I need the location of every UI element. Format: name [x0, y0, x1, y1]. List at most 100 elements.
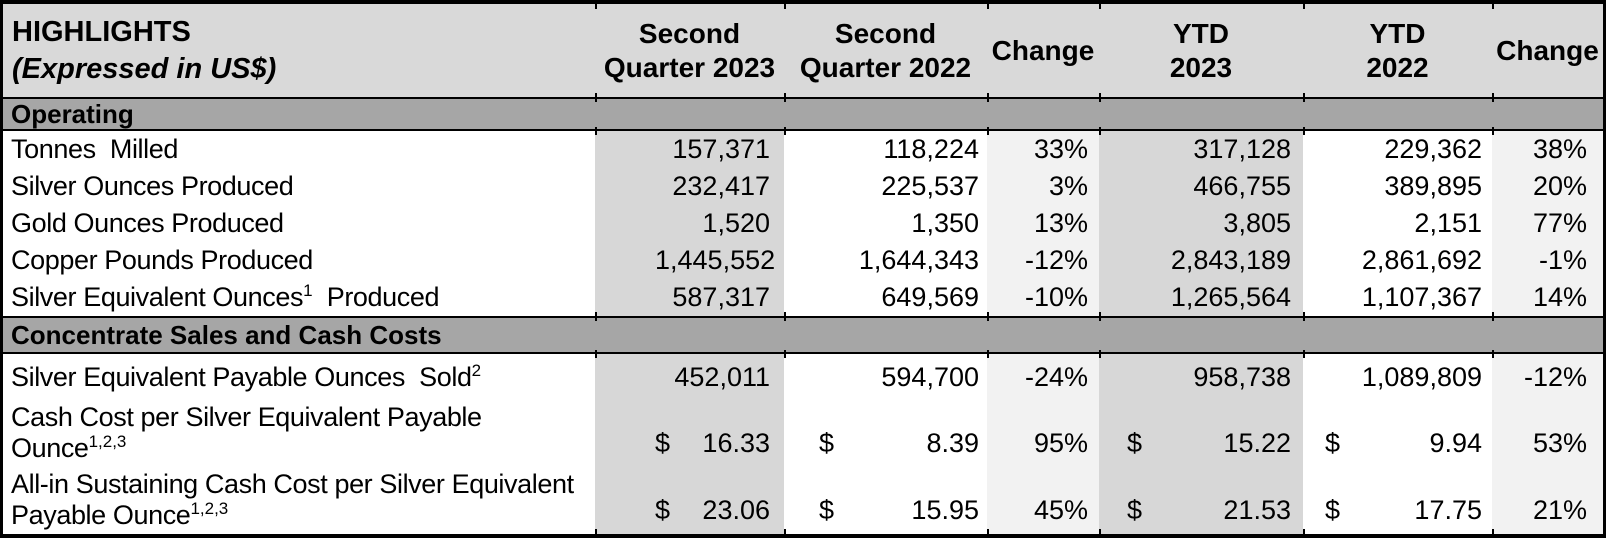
footnote-superscript: 1 — [303, 281, 313, 300]
row-label: Silver Ounces Produced — [11, 171, 294, 201]
gridline-tick — [987, 350, 989, 358]
column-header-change-q2: Change — [987, 34, 1099, 68]
section-label: Concentrate Sales and Cash Costs — [11, 319, 442, 350]
cell-value: 45% — [1033, 495, 1088, 525]
cell-value: 587,317 — [672, 282, 770, 312]
gridline-tick — [1099, 93, 1101, 102]
cell-value: -12% — [1523, 361, 1587, 392]
cell-value: 53% — [1532, 428, 1587, 458]
ytd-2023-cell: 1,265,564 — [1099, 279, 1303, 316]
ytd-2023-cell: 2,843,189 — [1099, 242, 1303, 279]
change-q2-cell: -10% — [987, 279, 1099, 316]
q2-2022-cell: 594,700 — [784, 354, 987, 400]
column-header-text: YTD — [1369, 17, 1426, 49]
gridline-tick — [987, 529, 989, 534]
gridline-tick — [1303, 4, 1305, 9]
cell-value: -12% — [1024, 245, 1088, 275]
table-row: Silver Equivalent Ounces1 Produced 587,31… — [3, 279, 1603, 316]
dollar-sign: $ — [1325, 495, 1341, 525]
cell-value: 594,700 — [881, 361, 979, 392]
q2-2022-cell: $15.95 — [784, 467, 987, 534]
gridline-tick — [987, 4, 989, 9]
q2-2022-cell: 1,644,343 — [784, 242, 987, 279]
cell-value: 14% — [1532, 282, 1587, 312]
gridline-tick — [1099, 529, 1101, 534]
cell-value: 2,843,189 — [1170, 245, 1291, 275]
row-label: Tonnes Milled — [11, 134, 178, 164]
gridline-tick — [784, 350, 786, 358]
cell-value: 1,107,367 — [1361, 282, 1482, 312]
section-label: Operating — [11, 98, 134, 129]
change-ytd-cell: 53% — [1492, 400, 1603, 467]
gridline-tick — [784, 4, 786, 9]
column-header-q2-2022: Second Quarter 2022 — [784, 17, 987, 85]
q2-2023-cell: $16.33 — [595, 400, 784, 467]
table-body: Operating Tonnes Milled 157,371 118,224 33% 3… — [3, 97, 1603, 534]
ytd-2022-cell: 1,107,367 — [1303, 279, 1492, 316]
ytd-2023-cell: $21.53 — [1099, 467, 1303, 534]
gridline-tick — [1099, 350, 1101, 358]
cell-value: -10% — [1024, 282, 1088, 312]
row-label: Copper Pounds Produced — [11, 245, 313, 275]
gridline-tick — [595, 127, 597, 135]
q2-2022-cell: 118,224 — [784, 131, 987, 168]
gridline-tick — [784, 93, 786, 102]
cell-value: 38% — [1532, 134, 1587, 164]
section-header-concentrate-sales-and-cash-costs: Concentrate Sales and Cash Costs — [3, 316, 1603, 354]
change-ytd-cell: 77% — [1492, 205, 1603, 242]
q2-2022-cell: 1,350 — [784, 205, 987, 242]
cell-value: 1,644,343 — [858, 245, 979, 275]
gridline-tick — [595, 350, 597, 358]
change-q2-cell: 95% — [987, 400, 1099, 467]
q2-2023-cell: 587,317 — [595, 279, 784, 316]
column-header-text: YTD — [1173, 17, 1229, 49]
ytd-2022-cell: 389,895 — [1303, 168, 1492, 205]
footnote-superscript: 1,2,3 — [190, 499, 229, 518]
q2-2023-cell: $23.06 — [595, 467, 784, 534]
ytd-2022-cell: 2,151 — [1303, 205, 1492, 242]
gridline-tick — [1492, 529, 1494, 534]
ytd-2023-cell: 317,128 — [1099, 131, 1303, 168]
table-row: Tonnes Milled 157,371 118,224 33% 317,128 229… — [3, 131, 1603, 168]
dollar-sign: $ — [1325, 428, 1341, 458]
gridline-tick — [987, 93, 989, 102]
ytd-2022-cell: 1,089,809 — [1303, 354, 1492, 400]
cell-value: 157,371 — [672, 134, 770, 164]
gridline-tick — [1303, 350, 1305, 358]
cell-value: 1,520 — [702, 208, 770, 238]
gridline-tick — [1492, 350, 1494, 358]
cell-value: 21.53 — [1223, 495, 1291, 525]
cell-value: 229,362 — [1384, 134, 1482, 164]
cell-value: 118,224 — [883, 134, 979, 164]
row-label: Silver Equivalent Payable Ounces Sold2 — [11, 360, 482, 392]
header-row: HIGHLIGHTS (Expressed in US$) Second Quar… — [3, 4, 1603, 97]
cell-value: 466,755 — [1193, 171, 1291, 201]
q2-2023-cell: 157,371 — [595, 131, 784, 168]
change-ytd-cell: 14% — [1492, 279, 1603, 316]
cell-value: 317,128 — [1193, 134, 1291, 164]
gridline-tick — [1303, 127, 1305, 135]
gridline-tick — [1492, 4, 1494, 9]
q2-2023-cell: 1,445,552 — [595, 242, 784, 279]
ytd-2023-cell: $15.22 — [1099, 400, 1303, 467]
change-q2-cell: -24% — [987, 354, 1099, 400]
cell-value: 958,738 — [1193, 361, 1291, 392]
gridline-tick — [595, 312, 597, 321]
gridline-tick — [987, 127, 989, 135]
cell-value: 20% — [1532, 171, 1587, 201]
table-row: Silver Equivalent Payable Ounces Sold2 45… — [3, 354, 1603, 400]
gridline-tick — [1303, 93, 1305, 102]
gridline-tick — [1303, 312, 1305, 321]
row-label: All-in Sustaining Cash Cost per Silver E… — [11, 469, 574, 530]
column-header-text: Quarter 2023 — [603, 51, 776, 83]
column-header-text: Quarter 2022 — [799, 51, 972, 83]
dollar-sign: $ — [1127, 495, 1143, 525]
table-row: Copper Pounds Produced 1,445,552 1,644,343… — [3, 242, 1603, 279]
cell-value: 9.94 — [1429, 428, 1482, 458]
page-title: HIGHLIGHTS — [12, 15, 191, 48]
cell-value: -24% — [1024, 361, 1088, 392]
cell-value: 77% — [1532, 208, 1587, 238]
row-label: Gold Ounces Produced — [11, 208, 284, 238]
cell-value: 452,011 — [674, 361, 770, 392]
